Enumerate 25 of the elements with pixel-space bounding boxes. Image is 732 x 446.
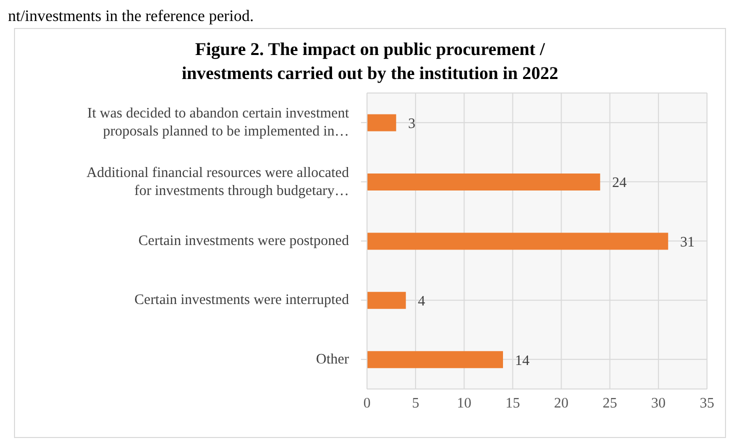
x-tick-label: 25 — [602, 395, 618, 412]
y-tick-label: It was decided to abandon certain investment proposals planned to be implemented in… — [87, 106, 349, 140]
data-label: 14 — [515, 352, 530, 369]
x-tick-label: 30 — [651, 395, 666, 412]
y-tick-label: Other — [316, 351, 350, 368]
chart-title: Figure 2. The impact on public procurement / investments carried out by the institution in 2022 — [180, 38, 560, 85]
x-tick-label: 35 — [700, 395, 714, 412]
x-tick-label: 10 — [456, 395, 472, 412]
y-tick-label: Certain investments were postponed — [138, 233, 350, 249]
x-tick-label: 20 — [554, 395, 569, 412]
bar — [367, 174, 600, 191]
bar — [367, 292, 406, 309]
text: nt/investments in the reference period. — [8, 8, 255, 26]
y-tick-label: Additional financial resources were allocated for investments through budgetary… — [86, 164, 350, 199]
data-label: 24 — [612, 175, 628, 192]
bar — [367, 351, 503, 368]
data-label: 3 — [408, 116, 416, 132]
bar — [367, 232, 668, 250]
data-label: 31 — [680, 234, 695, 250]
data-label: 4 — [418, 294, 426, 310]
y-tick-label: Certain investments were interrupted — [134, 292, 350, 308]
x-tick-label: 15 — [505, 395, 520, 412]
bar — [367, 114, 396, 132]
x-tick-label: 5 — [412, 395, 420, 412]
x-tick-label: 0 — [363, 395, 371, 412]
